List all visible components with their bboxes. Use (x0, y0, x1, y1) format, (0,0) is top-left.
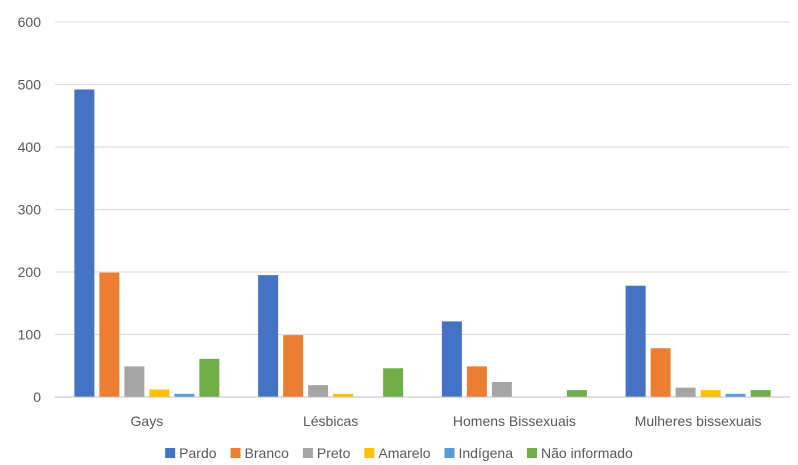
legend-swatch (230, 448, 241, 458)
bar (750, 390, 771, 397)
bar (308, 385, 329, 397)
bar (675, 387, 696, 397)
bar (441, 321, 462, 397)
y-tick-label: 0 (33, 389, 41, 405)
legend-swatch (165, 448, 176, 458)
bar (199, 358, 220, 397)
x-category-label: Gays (131, 413, 164, 429)
bar (74, 89, 95, 397)
bar (258, 275, 279, 397)
bar (566, 390, 587, 397)
legend: Pardo Branco Preto Amarelo Indígena Não infor… (165, 445, 633, 461)
bar (333, 393, 354, 397)
legend-swatch (364, 448, 375, 458)
bar (174, 393, 195, 397)
legend-label: Preto (317, 445, 351, 461)
legend-label: Indígena (459, 445, 514, 461)
gridlines (55, 21, 790, 335)
bar (149, 389, 170, 397)
bars (74, 89, 771, 397)
legend-swatch (527, 448, 537, 458)
y-tick-label: 500 (18, 77, 42, 93)
y-tick-label: 400 (18, 139, 42, 155)
bar (650, 348, 671, 397)
legend-swatch (302, 448, 313, 458)
bar (491, 382, 512, 397)
bar (283, 335, 304, 397)
x-category-label: Mulheres bissexuais (635, 413, 762, 429)
y-tick-label: 200 (18, 264, 42, 280)
legend-swatch (444, 448, 455, 458)
bar (383, 368, 404, 397)
bar (725, 393, 746, 397)
legend-label: Amarelo (378, 445, 430, 461)
y-tick-label: 600 (18, 14, 42, 30)
y-axis-tick-labels: 0 100 200 300 400 500 600 (18, 14, 42, 405)
bar (700, 390, 721, 397)
x-category-label: Homens Bissexuais (453, 413, 576, 429)
x-axis-category-labels: Gays Lésbicas Homens Bissexuais Mulheres bi… (131, 413, 762, 429)
legend-label: Não informado (541, 445, 633, 461)
bar (99, 272, 120, 397)
x-category-label: Lésbicas (303, 413, 358, 429)
legend-label: Pardo (179, 445, 217, 461)
bar (625, 285, 646, 397)
y-tick-label: 300 (18, 202, 42, 218)
legend-label: Branco (245, 445, 290, 461)
y-tick-label: 100 (18, 327, 42, 343)
bar (466, 366, 487, 397)
bar (124, 366, 145, 397)
